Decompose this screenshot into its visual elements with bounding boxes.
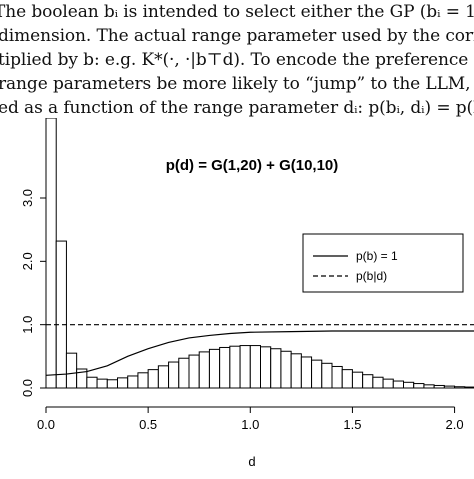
legend-entry-solid: p(b) = 1 — [356, 249, 398, 263]
histogram-bar — [413, 383, 425, 389]
histogram-chart: p(d) = G(1,20) + G(10,10) 0.01.02.03.00.… — [20, 117, 474, 469]
x-axis-label: d — [248, 454, 255, 469]
histogram-bar — [290, 353, 302, 389]
histogram-bar — [372, 376, 384, 389]
histogram-bar — [86, 376, 98, 389]
paper-text-line-4: range parameters be more likely to “jump… — [0, 74, 474, 94]
chart-curves — [45, 324, 474, 376]
histogram-bar — [198, 351, 210, 389]
legend-entry-dashed: p(b|d) — [356, 269, 387, 283]
paper-text-line-5: ed as a function of the range parameter … — [0, 98, 474, 118]
paper-text-line-3: tiplied by b: e.g. K*(·, ·|b⊤d). To enco… — [0, 50, 469, 70]
histogram-bar — [55, 240, 67, 389]
histogram-bar — [443, 385, 456, 389]
histogram-bar — [392, 380, 404, 389]
paper-text-line-2: dimension. The actual range parameter us… — [0, 26, 474, 46]
histogram-bar — [219, 346, 231, 389]
histogram-bar — [96, 378, 108, 389]
paper-text-block: The boolean bᵢ is intended to select eit… — [0, 0, 474, 118]
histogram-bar — [65, 352, 78, 389]
histogram-bar — [331, 365, 343, 389]
histogram-bar — [351, 371, 364, 389]
x-tick-label: 1.0 — [241, 417, 259, 432]
histogram-bar — [270, 348, 282, 389]
figure: p(d) = G(1,20) + G(10,10) 0.0 1.0 2.0 3.0 0.… — [0, 117, 474, 474]
chart-legend: p(b) = 1 p(b|d) — [302, 233, 464, 293]
x-tick-label: 1.5 — [343, 417, 361, 432]
histogram-bar — [403, 381, 415, 389]
histogram-bar — [45, 117, 57, 389]
histogram-bar — [433, 384, 445, 389]
histogram-bar — [229, 345, 241, 389]
histogram-bar — [341, 369, 353, 389]
histogram-bar — [260, 346, 272, 389]
histogram-bar — [147, 369, 159, 389]
histogram-bar — [311, 359, 323, 389]
paper-text-line-1: The boolean bᵢ is intended to select eit… — [0, 2, 474, 22]
y-tick-label: 2.0 — [20, 252, 35, 270]
x-tick-label: 0.0 — [37, 417, 55, 432]
chart-title: p(d) = G(1,20) + G(10,10) — [166, 157, 339, 174]
histogram-bar — [300, 356, 313, 389]
histogram-bar — [382, 378, 394, 389]
histogram-bar — [168, 361, 180, 389]
series-line-solid — [45, 330, 474, 376]
histogram-bar — [239, 345, 251, 389]
legend-box — [302, 233, 464, 293]
histogram-bar — [321, 362, 333, 389]
histogram-bar — [249, 345, 262, 389]
y-tick-label: 0.0 — [20, 379, 35, 397]
x-tick-label: 0.5 — [139, 417, 157, 432]
y-tick-label: 1.0 — [20, 316, 35, 334]
histogram-bar — [423, 384, 435, 389]
chart-axes: 0.0 1.0 2.0 3.0 0.0 0.5 1.0 1.5 2.0 — [20, 189, 464, 432]
histogram-bar — [106, 379, 118, 389]
histogram-bar — [464, 386, 474, 389]
histogram-bars — [45, 117, 474, 389]
histogram-bar — [362, 374, 374, 389]
histogram-bar — [157, 365, 170, 389]
histogram-bar — [208, 348, 221, 389]
histogram-bar — [454, 386, 466, 389]
histogram-bar — [178, 357, 190, 389]
histogram-bar — [280, 350, 292, 389]
histogram-bar — [188, 354, 200, 389]
x-tick-label: 2.0 — [446, 417, 464, 432]
histogram-bar — [137, 372, 149, 389]
histogram-bar — [117, 377, 129, 389]
y-tick-label: 3.0 — [20, 189, 35, 207]
histogram-bar — [127, 375, 139, 389]
